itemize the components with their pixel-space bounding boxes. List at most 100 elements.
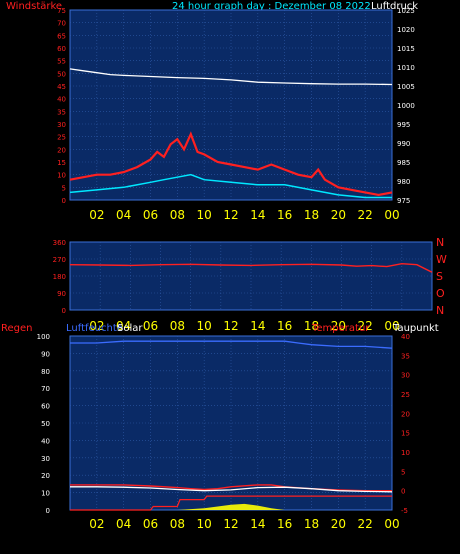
climate-panel-series	[70, 340, 393, 511]
y-tick-label: 90	[57, 290, 66, 298]
direction-panel-series	[69, 262, 433, 273]
wind-direction-series	[69, 262, 433, 273]
y-tick-label: 985	[397, 159, 410, 167]
taupunkt-label: Taupunkt	[392, 323, 439, 334]
x-tick-label: 14	[250, 319, 265, 333]
rain-series	[70, 495, 392, 511]
climate-panel-ticks: 0 10 20 30 40 50 60 70 80 90 100 -5 0 5 10 15 20 25 30 35 40…	[37, 333, 410, 531]
x-tick-label: 10	[197, 208, 212, 222]
x-tick-label: 22	[358, 517, 373, 531]
left-title: Windstärke	[6, 1, 62, 12]
y-tick-label: 35	[57, 108, 66, 116]
x-tick-label: 08	[170, 319, 185, 333]
y-tick-label: 25	[57, 134, 66, 142]
y-tick-label: 180	[53, 273, 66, 281]
humidity-series	[70, 340, 393, 349]
y-tick-label: 5	[401, 468, 405, 476]
y-tick-label: 270	[53, 256, 66, 264]
x-tick-label: 00	[384, 319, 399, 333]
y-tick-label: 1000	[397, 102, 415, 110]
y-tick-label: 0	[62, 307, 66, 315]
y-tick-label: 20	[57, 146, 66, 154]
wind-panel-plot	[69, 9, 393, 201]
y-tick-label: 995	[397, 121, 410, 129]
x-tick-label: 04	[116, 319, 131, 333]
compass-label: W	[436, 253, 447, 266]
y-tick-label: 0	[401, 488, 405, 496]
y-tick-label: 1020	[397, 26, 415, 34]
x-tick-label: 14	[250, 517, 265, 531]
y-tick-label: 70	[57, 20, 66, 28]
y-tick-label: 10	[41, 490, 50, 498]
x-tick-label: 12	[223, 517, 238, 531]
compass-label: O	[436, 287, 445, 300]
y-tick-label: 30	[57, 121, 66, 129]
x-tick-label: 10	[197, 517, 212, 531]
y-tick-label: 980	[397, 178, 410, 186]
x-tick-label: 04	[116, 517, 131, 531]
y-tick-label: 60	[41, 403, 50, 411]
x-tick-label: 06	[143, 319, 158, 333]
x-tick-label: 20	[331, 208, 346, 222]
y-tick-label: 50	[57, 70, 66, 78]
y-tick-label: 1015	[397, 45, 415, 53]
x-tick-label: 16	[277, 208, 292, 222]
dew-point-series	[70, 486, 393, 493]
y-tick-label: 55	[57, 58, 66, 66]
y-tick-label: 15	[57, 159, 66, 167]
climate-panel-grid	[70, 336, 392, 510]
x-tick-label: 02	[89, 319, 104, 333]
y-tick-label: 20	[401, 410, 410, 418]
pressure-series	[69, 68, 393, 86]
y-tick-label: -5	[401, 507, 408, 515]
y-tick-label: 40	[57, 96, 66, 104]
y-tick-label: 25	[401, 391, 410, 399]
y-tick-label: 1025	[397, 7, 415, 15]
direction-panel-grid	[70, 242, 432, 310]
y-tick-label: 360	[53, 239, 66, 247]
y-tick-label: 100	[37, 333, 50, 341]
x-tick-label: 16	[277, 319, 292, 333]
y-tick-label: 50	[41, 420, 50, 428]
y-tick-label: 10	[57, 172, 66, 180]
right-title: Luftdruck	[371, 1, 418, 12]
y-tick-label: 80	[41, 368, 50, 376]
x-tick-label: 22	[358, 208, 373, 222]
y-tick-label: 1010	[397, 64, 415, 72]
y-tick-label: 45	[57, 83, 66, 91]
solar-label: Solar	[117, 323, 143, 334]
x-tick-label: 12	[223, 319, 238, 333]
x-tick-label: 16	[277, 517, 292, 531]
x-tick-label: 12	[223, 208, 238, 222]
x-tick-label: 18	[304, 517, 319, 531]
regen-label: Regen	[1, 323, 33, 334]
y-tick-label: 10	[401, 449, 410, 457]
x-tick-label: 06	[143, 517, 158, 531]
x-tick-label: 22	[358, 319, 373, 333]
gust-series	[69, 131, 393, 197]
compass-label: S	[436, 270, 443, 283]
x-tick-label: 08	[170, 208, 185, 222]
wind-panel-ticks: 0510152025303540455055606570759759809859…	[57, 7, 415, 222]
y-tick-label: 30	[41, 455, 50, 463]
x-tick-label: 04	[116, 208, 131, 222]
y-tick-label: 990	[397, 140, 410, 148]
wind-series	[69, 173, 392, 199]
y-tick-label: 30	[401, 372, 410, 380]
x-tick-label: 18	[304, 319, 319, 333]
y-tick-label: 1005	[397, 83, 415, 91]
y-tick-label: 40	[41, 437, 50, 445]
x-tick-label: 02	[89, 208, 104, 222]
x-tick-label: 08	[170, 517, 185, 531]
y-tick-label: 60	[57, 45, 66, 53]
x-tick-label: 06	[143, 208, 158, 222]
y-tick-label: 65	[57, 32, 66, 40]
y-tick-label: 90	[41, 350, 50, 358]
x-tick-label: 00	[384, 208, 399, 222]
x-tick-label: 14	[250, 208, 265, 222]
y-tick-label: 20	[41, 472, 50, 480]
y-tick-label: 35	[401, 352, 410, 360]
solar-series	[70, 503, 392, 510]
